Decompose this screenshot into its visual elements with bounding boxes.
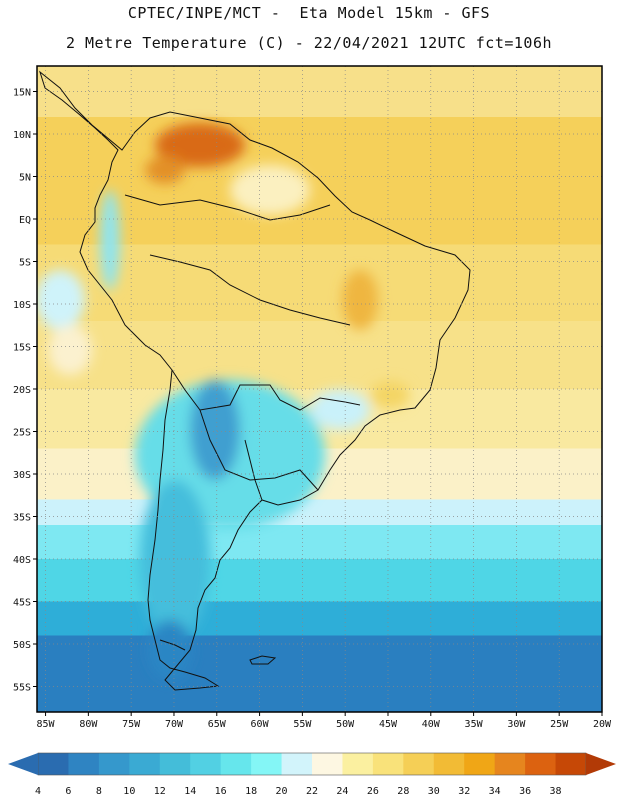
temperature-bands xyxy=(37,66,602,712)
colorbar-swatch xyxy=(38,753,69,775)
lat-tick-label: EQ xyxy=(19,215,31,226)
colorbar-label: 22 xyxy=(306,786,318,797)
colorbar-swatch xyxy=(525,753,557,775)
lon-tick-label: 25W xyxy=(550,719,569,730)
colorbar-high-arrow xyxy=(586,753,616,775)
longitude-axis: 85W 80W 75W 70W 65W 60W 55W 50W 45W 40W 35W 30W 25W 2… xyxy=(37,712,612,730)
lon-tick-label: 40W xyxy=(422,719,441,730)
colorbar-swatch xyxy=(403,753,435,775)
colorbar-label: 6 xyxy=(65,786,71,797)
lat-tick-label: 15S xyxy=(13,343,31,354)
lon-tick-label: 50W xyxy=(336,719,355,730)
temperature-band xyxy=(37,321,602,390)
map-field xyxy=(37,66,602,712)
colorbar-swatch xyxy=(555,753,587,775)
colorbar-swatch xyxy=(342,753,374,775)
colorbar-swatch xyxy=(251,753,283,775)
lon-tick-label: 20W xyxy=(593,719,612,730)
colorbar-label: 24 xyxy=(336,786,348,797)
lat-tick-label: 5S xyxy=(19,258,31,269)
colorbar-label: 8 xyxy=(96,786,102,797)
temperature-band xyxy=(37,601,602,637)
lat-tick-label: 15N xyxy=(13,88,31,99)
colorbar-label: 26 xyxy=(367,786,379,797)
colorbar-label: 4 xyxy=(35,786,41,797)
lon-tick-label: 75W xyxy=(122,719,141,730)
lon-tick-label: 85W xyxy=(37,719,56,730)
title-line-1: CPTEC/INPE/MCT - Eta Model 15km - GFS xyxy=(127,4,491,22)
lon-tick-label: 80W xyxy=(79,719,98,730)
lat-tick-label: 20S xyxy=(13,385,31,396)
colorbar-swatch xyxy=(129,753,161,775)
colorbar-boxes xyxy=(37,752,587,776)
colorbar-swatch xyxy=(464,753,496,775)
lon-tick-label: 60W xyxy=(251,719,270,730)
colorbar-swatch xyxy=(312,753,343,775)
lat-tick-label: 10S xyxy=(13,300,31,311)
temperature-band xyxy=(37,66,602,118)
colorbar-swatch xyxy=(68,753,100,775)
lat-tick-label: 40S xyxy=(13,555,31,566)
colorbar-label: 14 xyxy=(184,786,196,797)
temperature-band xyxy=(37,635,602,712)
lat-tick-label: 30S xyxy=(13,470,31,481)
lon-tick-label: 45W xyxy=(379,719,398,730)
colorbar-labels: 4 6 8 10 12 14 16 18 20 22 24 26 28 30 32 34 36 38 xyxy=(35,786,562,797)
temperature-band xyxy=(37,117,602,246)
colorbar-swatch xyxy=(159,753,191,775)
colorbar-label: 30 xyxy=(428,786,440,797)
lon-tick-label: 55W xyxy=(293,719,312,730)
lat-tick-label: 35S xyxy=(13,513,31,524)
temperature-band xyxy=(37,525,602,560)
lon-tick-label: 65W xyxy=(208,719,227,730)
lat-tick-label: 10N xyxy=(13,130,31,141)
latitude-axis: 15N 10N 5N EQ 5S 10S 15S 20S 25S 30S 35S 40S 45S 50S 5… xyxy=(13,88,37,694)
title-line-2: 2 Metre Temperature (C) - 22/04/2021 12U… xyxy=(65,34,553,52)
lat-tick-label: 55S xyxy=(13,683,31,694)
colorbar-label: 10 xyxy=(123,786,135,797)
colorbar-label: 20 xyxy=(276,786,288,797)
lon-tick-label: 70W xyxy=(165,719,184,730)
colorbar-label: 36 xyxy=(519,786,531,797)
colorbar-label: 12 xyxy=(154,786,166,797)
colorbar-swatch xyxy=(433,753,465,775)
coastline xyxy=(39,70,471,691)
colorbar-label: 18 xyxy=(245,786,257,797)
temperature-map: 15N 10N 5N EQ 5S 10S 15S 20S 25S 30S 35S 40S 45S 50S 5… xyxy=(13,65,612,730)
colorbar-label: 28 xyxy=(397,786,409,797)
temperature-band xyxy=(37,244,602,322)
lat-tick-label: 25S xyxy=(13,428,31,439)
colorbar: 4 6 8 10 12 14 16 18 20 22 24 26 28 30 32 34 36 38 xyxy=(8,752,616,797)
lon-tick-label: 35W xyxy=(465,719,484,730)
temperature-band xyxy=(37,559,602,603)
colorbar-label: 16 xyxy=(215,786,227,797)
colorbar-label: 32 xyxy=(458,786,470,797)
colorbar-swatch xyxy=(190,753,222,775)
lon-tick-label: 30W xyxy=(507,719,526,730)
colorbar-label: 34 xyxy=(489,786,501,797)
lat-tick-label: 45S xyxy=(13,598,31,609)
lat-tick-label: 5N xyxy=(19,173,31,184)
colorbar-label: 38 xyxy=(550,786,562,797)
colorbar-swatch xyxy=(494,753,526,775)
colorbar-swatch xyxy=(220,753,252,775)
lat-tick-label: 50S xyxy=(13,640,31,651)
colorbar-swatch xyxy=(98,753,130,775)
colorbar-swatch xyxy=(372,753,404,775)
colorbar-swatch xyxy=(281,753,313,775)
colorbar-low-arrow xyxy=(8,753,38,775)
temperature-band xyxy=(37,499,602,526)
